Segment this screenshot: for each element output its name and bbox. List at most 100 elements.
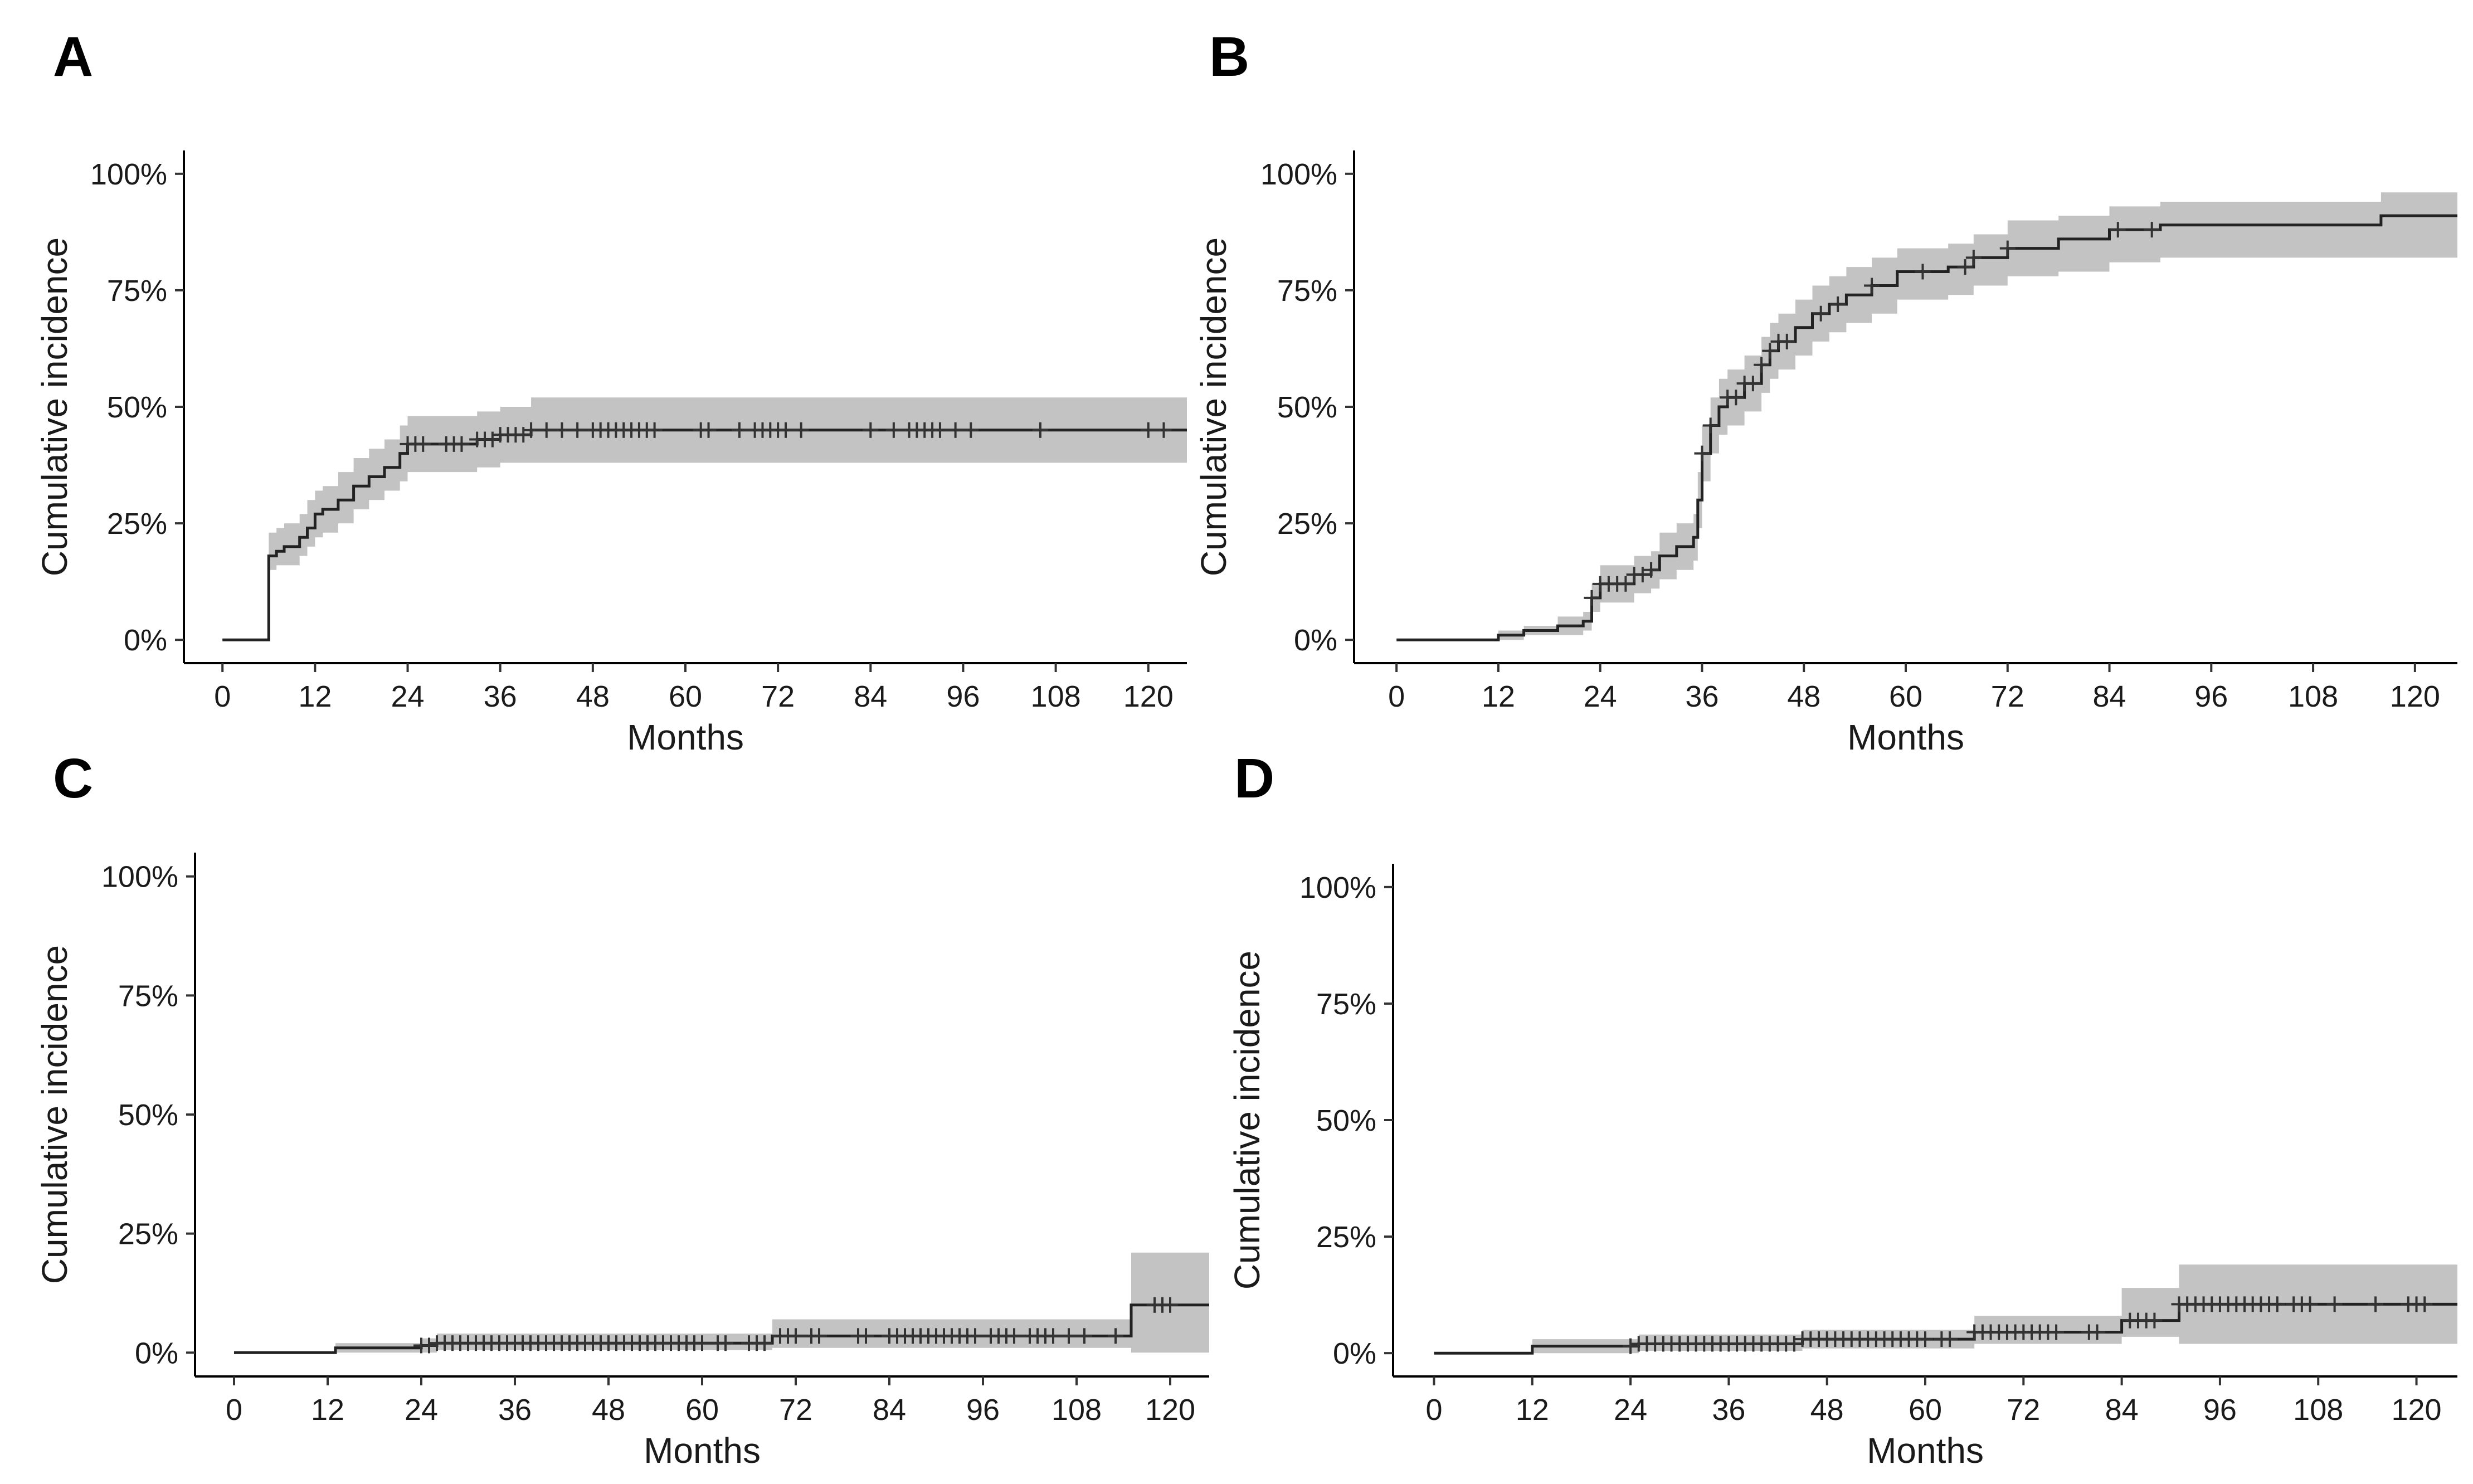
panel-c-censor-mark [694, 1335, 710, 1351]
panel-a-x-tick-label: 48 [576, 680, 610, 713]
panel-b-y-axis-title: Cumulative incidence [1194, 237, 1234, 576]
panel-c-x-tick-label: 36 [498, 1393, 532, 1427]
panel-b-censor-mark [1702, 417, 1719, 434]
panel-c-x-tick-label: 84 [873, 1393, 906, 1427]
panel-a-y-tick-label: 50% [107, 391, 167, 424]
panel-b-x-tick-label: 48 [1787, 680, 1820, 713]
panel-d-censor-mark [2089, 1324, 2105, 1340]
panel-c-censor-mark [757, 1335, 772, 1351]
panel-a-censor-mark [646, 422, 663, 438]
panel-d-x-tick-label: 24 [1614, 1393, 1647, 1427]
panel-c-x-tick-label: 120 [1145, 1393, 1195, 1427]
panel-c-x-tick-label: 72 [779, 1393, 812, 1427]
panel-c-x-axis-title: Months [644, 1431, 761, 1471]
panel-c-x-tick-label: 12 [311, 1393, 344, 1427]
panel-a-x-tick-label: 96 [946, 680, 980, 713]
panel-b-x-tick-label: 120 [2390, 680, 2440, 713]
panel-c-x-tick-label: 108 [1051, 1393, 1102, 1427]
panel-c-y-tick-label: 50% [118, 1098, 178, 1132]
panel-b-censor-mark [1634, 567, 1651, 583]
panel-d-confidence-band [1434, 1264, 2457, 1354]
panel-d-x-tick-label: 72 [2007, 1393, 2040, 1427]
panel-b-censor-mark [2110, 222, 2126, 238]
panel-b-censor-mark [1618, 576, 1634, 592]
panel-b-censor-mark [2144, 222, 2160, 238]
panel-a-y-tick-label: 100% [90, 158, 167, 191]
panel-d-x-tick-label: 96 [2203, 1393, 2237, 1427]
panel-d-censor-mark [2048, 1324, 2065, 1340]
panel-c-x-tick-label: 48 [592, 1393, 625, 1427]
panel-b-x-tick-label: 108 [2288, 680, 2338, 713]
panel-b-censor-mark [1745, 376, 1761, 392]
panel-a-censor-mark [554, 422, 570, 438]
panel-d-censor-mark [2302, 1296, 2318, 1312]
panel-a-censor-mark [885, 422, 902, 438]
panel-b-censor-mark [1864, 278, 1880, 294]
panel-d-y-tick-label: 75% [1316, 987, 1376, 1021]
panel-a-x-tick-label: 12 [298, 680, 332, 713]
panel-b-x-tick-label: 60 [1889, 680, 1922, 713]
panel-b-censor-mark [1779, 333, 1795, 349]
panel-b-confidence-band [1396, 192, 2457, 640]
panel-c-y-tick-label: 75% [118, 979, 178, 1013]
panel-c-y-axis-title: Cumulative incidence [35, 945, 75, 1284]
panel-b-censor-mark [1915, 264, 1931, 280]
panel-b-y-tick-label: 25% [1277, 507, 1337, 541]
panel-a-censor-mark [932, 422, 948, 438]
panel-a-y-axis-title: Cumulative incidence [35, 237, 75, 576]
panel-d-y-tick-label: 50% [1316, 1104, 1376, 1137]
panel-c-y-tick-label: 25% [118, 1218, 178, 1251]
panel-d-y-tick-label: 100% [1299, 871, 1376, 904]
panel-b-y-tick-label: 50% [1277, 391, 1337, 424]
panel-d-censor-mark [1942, 1331, 1958, 1347]
panel-d-censor-mark [2326, 1296, 2343, 1312]
panel-a-confidence-band [222, 397, 1187, 640]
panel-a-x-tick-label: 24 [391, 680, 424, 713]
panel-d-x-tick-label: 120 [2391, 1393, 2441, 1427]
panel-c-x-tick-label: 24 [405, 1393, 438, 1427]
panel-c-x-tick-label: 60 [685, 1393, 719, 1427]
panel-d-x-tick-label: 108 [2293, 1393, 2343, 1427]
panel-c-x-tick-label: 0 [226, 1393, 242, 1427]
panel-a-censor-mark [863, 422, 879, 438]
panel-a-censor-mark [731, 422, 747, 438]
panel-b-censor-mark [1584, 590, 1600, 606]
panel-a-x-tick-label: 72 [761, 680, 795, 713]
panel-b-x-tick-label: 12 [1482, 680, 1515, 713]
panel-d-x-axis-title: Months [1867, 1431, 1984, 1471]
panel-b-censor-mark [1999, 240, 2016, 256]
panel-a-x-tick-label: 60 [669, 680, 702, 713]
panel-c-censor-mark [788, 1328, 804, 1344]
panel-d-censor-mark [1623, 1338, 1639, 1354]
panel-d-censor-mark [2269, 1296, 2285, 1312]
panel-a-censor-mark [1156, 422, 1172, 438]
panel-c-chart: 0 12 24 36 48 60 72 84 96 108 120 0% 25% 50% 75% 100% Mo… [35, 853, 1209, 1471]
panel-letter-b: B [1209, 26, 1250, 88]
panel-c-censor-mark [1077, 1328, 1092, 1344]
panel-c-censor-mark [421, 1337, 437, 1354]
panel-b-x-tick-label: 72 [1991, 680, 2024, 713]
panel-b-x-axis-title: Months [1847, 717, 1964, 757]
panel-letter-d: D [1234, 747, 1275, 810]
panel-c-censor-mark [1061, 1328, 1077, 1344]
panel-letter-c: C [53, 747, 94, 810]
panel-d-censor-mark [2368, 1296, 2384, 1312]
panel-b-censor-mark [1830, 296, 1846, 312]
panel-b-x-tick-label: 84 [2092, 680, 2126, 713]
panel-d-x-tick-label: 48 [1810, 1393, 1844, 1427]
panel-b-censor-mark [1728, 390, 1744, 406]
panel-b-censor-mark [1965, 250, 1982, 266]
panel-a-censor-mark [700, 422, 717, 438]
panel-b-censor-mark [1762, 343, 1778, 359]
panel-d-censor-mark [1786, 1336, 1802, 1352]
panel-d-x-tick-label: 84 [2105, 1393, 2139, 1427]
panel-d-y-axis-title: Cumulative incidence [1227, 951, 1267, 1290]
panel-d-x-tick-label: 0 [1425, 1393, 1442, 1427]
panel-b-censor-mark [1957, 259, 1973, 275]
panel-b-x-tick-label: 36 [1685, 680, 1719, 713]
panel-a-chart: 0 12 24 36 48 60 72 84 96 108 120 0% 25% 50% 75% 100% Mo… [35, 150, 1187, 757]
panel-b-x-tick-label: 0 [1388, 680, 1405, 713]
panel-c-censor-mark [811, 1328, 827, 1344]
panel-c-censor-mark [1108, 1328, 1123, 1344]
panel-a-censor-mark [569, 422, 586, 438]
